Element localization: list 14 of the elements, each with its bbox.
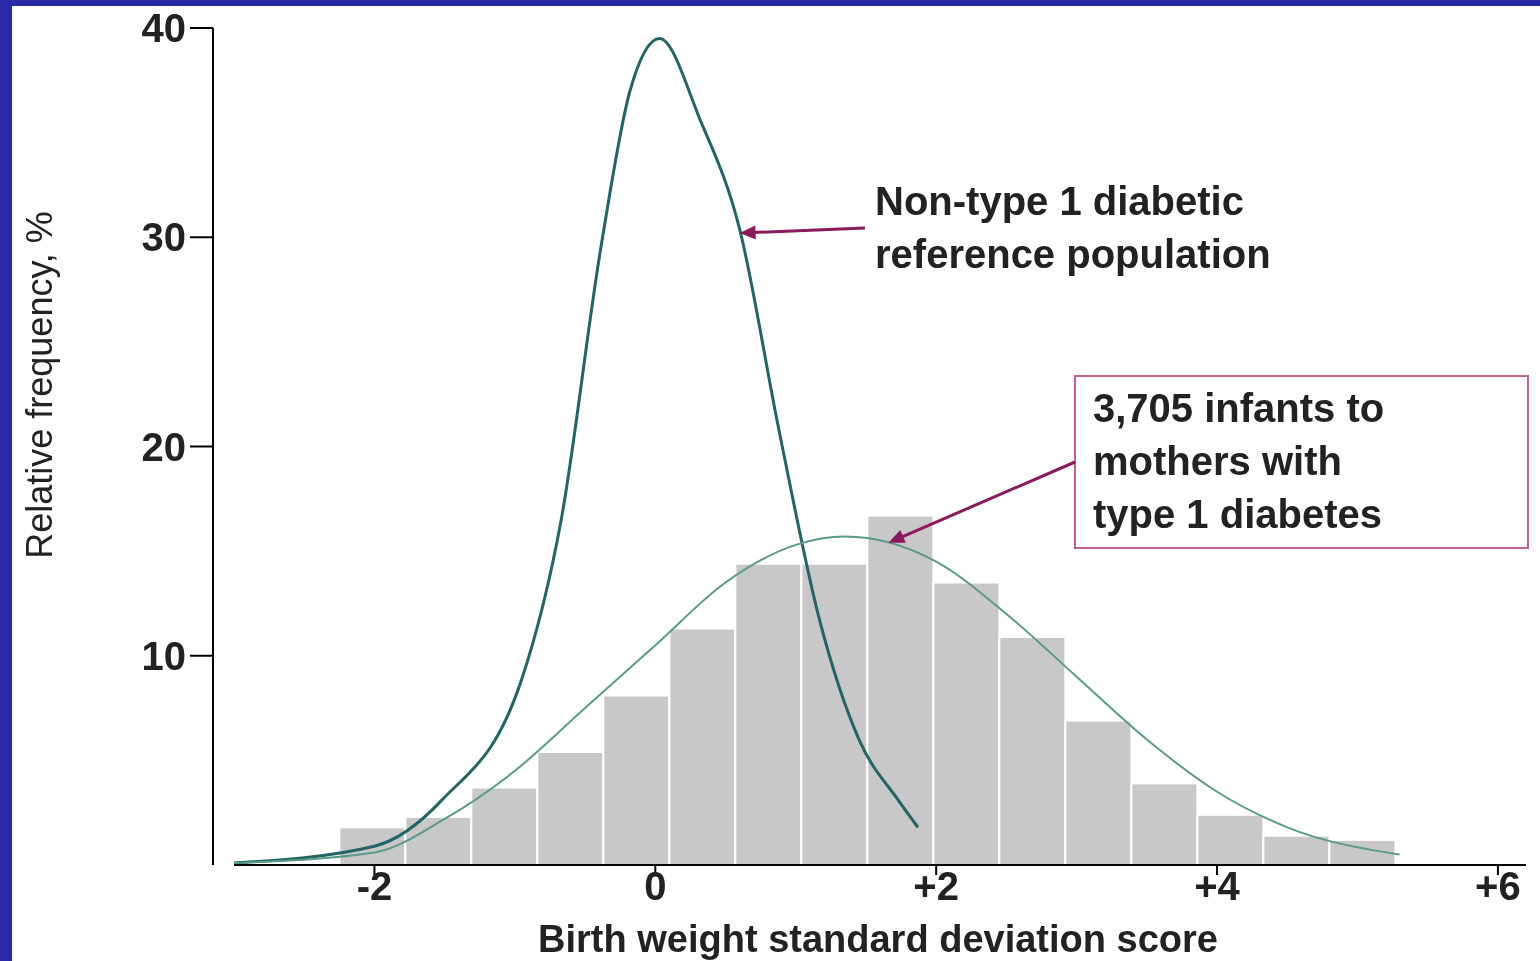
- annotation: 3,705 infants to mothers with type 1 diabetes: [1093, 386, 1385, 536]
- x-tick-label: +6: [1475, 864, 1521, 908]
- y-tick-label: 40: [141, 6, 186, 50]
- x-tick-label: +4: [1194, 864, 1241, 908]
- x-tick-label: -2: [356, 864, 393, 908]
- y-tick-label: 20: [141, 424, 186, 469]
- annotation: Non-type 1 diabetic reference population: [875, 179, 1271, 276]
- y-tick-label: 30: [141, 215, 186, 260]
- y-axis-title: Relative frequency, %: [19, 211, 60, 559]
- y-tick-label: 10: [141, 633, 186, 678]
- x-tick-label: 0: [644, 864, 667, 908]
- x-axis-title: Birth weight standard deviation score: [538, 918, 1218, 960]
- line-series: [233, 535, 1401, 864]
- x-tick-label: +2: [913, 864, 959, 908]
